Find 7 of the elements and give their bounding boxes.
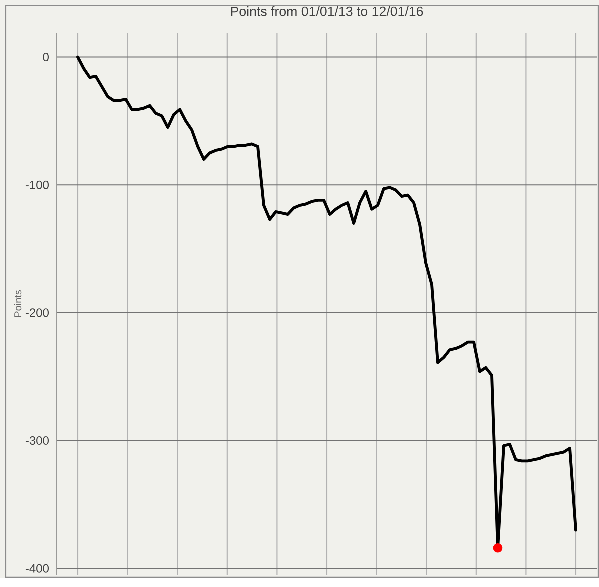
- y-tick-label: -400: [26, 564, 49, 573]
- y-tick-label: -200: [26, 308, 49, 318]
- y-tick-label: 0: [43, 53, 49, 62]
- y-axis-title: Points: [14, 290, 22, 318]
- y-tick-label: -300: [26, 436, 49, 446]
- chart-title: Points from 01/01/13 to 12/01/16: [231, 6, 424, 16]
- y-tick-label: -100: [26, 180, 49, 190]
